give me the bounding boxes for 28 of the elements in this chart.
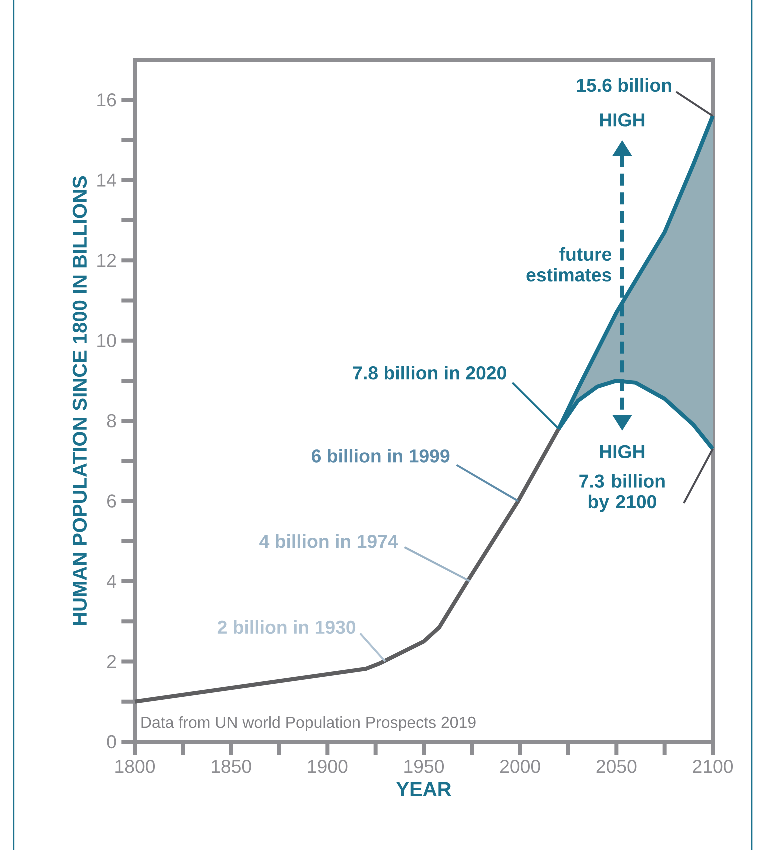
- x-tick-label: 1900: [308, 760, 348, 774]
- annotation: 7.3 billion by 2100: [580, 474, 665, 512]
- annotation: 7.8 billion in 2020: [353, 366, 506, 380]
- annotation: future estimates: [526, 247, 612, 282]
- x-tick-label: 1800: [116, 760, 156, 774]
- y-tick-label: 12: [98, 254, 116, 268]
- y-tick-label: 0: [107, 735, 116, 749]
- annotation: 6 billion in 1999: [312, 449, 450, 463]
- x-tick-label: 2050: [596, 760, 637, 774]
- y-tick-label: 8: [107, 414, 116, 428]
- y-tick-label: 4: [106, 575, 116, 588]
- y-axis-title: HUMAN POPULATION SINCE 1800 IN BILLIONS: [72, 176, 88, 626]
- x-axis-title: YEAR: [396, 782, 452, 796]
- y-tick-label: 6: [108, 494, 116, 508]
- x-tick-label: 1850: [212, 760, 252, 774]
- annotation: 2 billion in 1930: [218, 620, 356, 634]
- annotation: 15.6 billion: [577, 78, 672, 92]
- annotation: HIGH: [600, 114, 645, 127]
- annotation: 4 billion in 1974: [260, 534, 398, 548]
- x-tick-label: 2000: [500, 760, 540, 774]
- y-tick-label: 2: [108, 655, 116, 668]
- x-tick-label: 2100: [693, 760, 734, 774]
- y-tick-label: 10: [98, 334, 116, 348]
- annotation: HIGH: [600, 445, 645, 459]
- x-tick-label: 1950: [404, 760, 444, 774]
- y-tick-label: 14: [98, 174, 116, 187]
- y-tick-label: 16: [98, 93, 116, 107]
- annotation: Data from UN world Population Prospects 2019: [142, 716, 476, 732]
